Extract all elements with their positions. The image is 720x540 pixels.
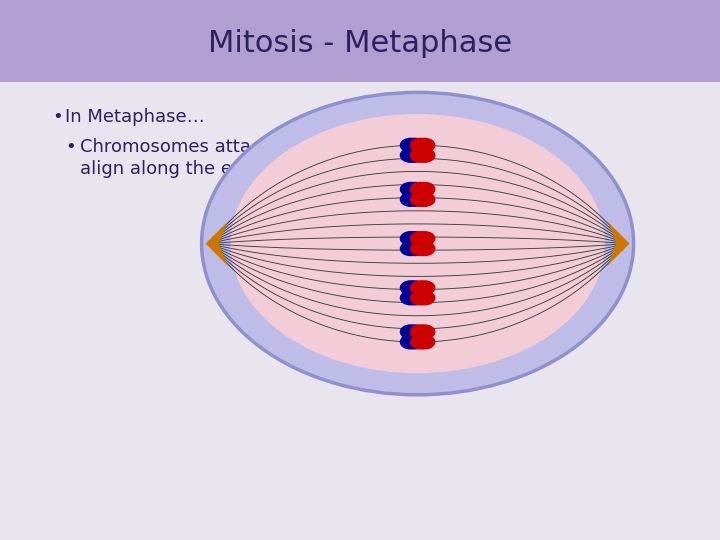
Polygon shape xyxy=(608,221,629,266)
Ellipse shape xyxy=(410,138,431,153)
Ellipse shape xyxy=(410,291,431,306)
Text: spindles: spindles xyxy=(295,138,369,156)
Ellipse shape xyxy=(409,193,416,196)
Ellipse shape xyxy=(410,231,431,246)
Ellipse shape xyxy=(404,182,426,197)
Ellipse shape xyxy=(414,280,436,295)
Ellipse shape xyxy=(404,325,426,340)
Ellipse shape xyxy=(418,335,426,339)
Ellipse shape xyxy=(400,138,421,153)
Ellipse shape xyxy=(404,280,426,295)
Text: •: • xyxy=(65,138,76,156)
Ellipse shape xyxy=(418,291,426,294)
Ellipse shape xyxy=(400,182,421,197)
Text: Mitosis - Metaphase: Mitosis - Metaphase xyxy=(208,30,512,58)
Ellipse shape xyxy=(410,241,431,256)
Ellipse shape xyxy=(404,192,426,207)
Ellipse shape xyxy=(404,138,426,153)
Ellipse shape xyxy=(410,148,431,163)
Ellipse shape xyxy=(400,325,421,340)
Ellipse shape xyxy=(414,192,436,207)
Ellipse shape xyxy=(230,114,605,373)
Ellipse shape xyxy=(418,148,426,152)
Ellipse shape xyxy=(404,148,426,163)
Ellipse shape xyxy=(414,138,436,153)
Text: In Metaphase…: In Metaphase… xyxy=(65,108,204,126)
FancyBboxPatch shape xyxy=(0,0,720,82)
Ellipse shape xyxy=(418,193,426,196)
Ellipse shape xyxy=(418,242,426,245)
Ellipse shape xyxy=(410,280,431,295)
Polygon shape xyxy=(206,221,228,266)
Ellipse shape xyxy=(400,241,421,256)
Ellipse shape xyxy=(404,241,426,256)
Ellipse shape xyxy=(409,291,416,294)
Ellipse shape xyxy=(414,231,436,246)
Ellipse shape xyxy=(202,92,634,395)
Ellipse shape xyxy=(410,182,431,197)
Ellipse shape xyxy=(414,148,436,163)
Ellipse shape xyxy=(410,325,431,340)
Text: and: and xyxy=(347,138,387,156)
Ellipse shape xyxy=(409,148,416,152)
Text: Chromosomes attach to mitotic: Chromosomes attach to mitotic xyxy=(80,138,370,156)
Ellipse shape xyxy=(400,231,421,246)
Ellipse shape xyxy=(400,192,421,207)
Ellipse shape xyxy=(414,325,436,340)
Text: align along the equator (middle): align along the equator (middle) xyxy=(80,160,373,178)
Ellipse shape xyxy=(400,148,421,163)
Ellipse shape xyxy=(404,291,426,306)
Ellipse shape xyxy=(414,334,436,349)
Ellipse shape xyxy=(410,192,431,207)
Ellipse shape xyxy=(400,334,421,349)
Ellipse shape xyxy=(400,280,421,295)
Text: •: • xyxy=(52,108,63,126)
Ellipse shape xyxy=(410,334,431,349)
Ellipse shape xyxy=(414,291,436,306)
Ellipse shape xyxy=(409,242,416,245)
Ellipse shape xyxy=(414,182,436,197)
Ellipse shape xyxy=(400,291,421,306)
Ellipse shape xyxy=(414,241,436,256)
Ellipse shape xyxy=(404,231,426,246)
Ellipse shape xyxy=(404,334,426,349)
Ellipse shape xyxy=(409,335,416,339)
